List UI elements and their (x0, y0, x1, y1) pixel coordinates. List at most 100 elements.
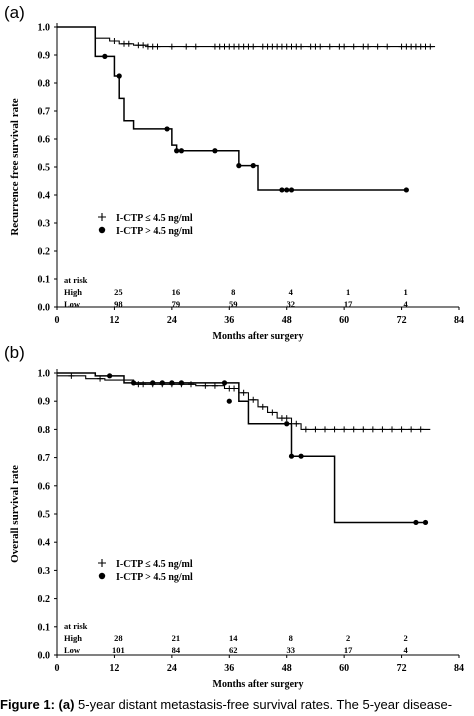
panel-a-at-risk-count: 16 (172, 287, 181, 297)
panel-a-censor-mark-plus (317, 43, 324, 50)
panel-b-censor-mark-plus (68, 372, 75, 379)
panel-a-censor-mark-plus (365, 43, 372, 50)
panel-b-x-tick-label: 24 (167, 663, 177, 674)
panel-a-censor-mark-plus (350, 43, 357, 50)
panel-b-x-tick-label: 72 (397, 663, 407, 674)
panel-b-y-tick-label: 0.7 (38, 453, 51, 464)
panel-b-x-axis-label: Months after surgery (213, 679, 304, 690)
panel-b-censor-mark-plus (331, 426, 338, 433)
panel-a-at-risk-count: 32 (286, 299, 295, 309)
panel-a-censor-mark-plus (168, 43, 175, 50)
panel-a-y-tick-label: 0.1 (38, 275, 51, 286)
panel-a-censor-mark-dot (102, 53, 108, 60)
panel-b-censor-mark-dot (284, 421, 290, 427)
panel-b-censor-mark-plus (398, 426, 405, 433)
panel-b-censor-mark-dot (298, 453, 304, 459)
panel-b-censor-mark-plus (259, 403, 266, 410)
panel-b-at-risk-count: 21 (172, 633, 181, 643)
panel-b-censor-mark-plus (269, 409, 276, 416)
panel-a-at-risk-group-low: Low (64, 299, 81, 309)
panel-a-x-tick-label: 84 (454, 315, 464, 326)
panel-a-x-tick-label: 24 (167, 315, 177, 326)
panel-a-legend-marker-dot (98, 226, 106, 234)
panel-a-x-tick-label: 60 (339, 315, 349, 326)
panel-a-censor-mark-plus (183, 43, 190, 50)
panel-b-censor-mark-dot (226, 398, 232, 404)
panel-a-censor-mark-dot (212, 148, 218, 154)
panel-a-y-tick-label: 0.7 (38, 107, 51, 118)
panel-b-censor-mark-plus (293, 420, 300, 427)
panel-b-x-tick-label: 12 (109, 663, 119, 674)
panel-b-censor-mark-dot (159, 380, 165, 386)
panel-a-x-tick-label: 48 (282, 315, 292, 326)
panel-a-at-risk-count: 59 (229, 299, 238, 309)
panel-a-y-axis-label: Recurrence free survival rate (9, 98, 21, 235)
panel-b-at-risk-count: 17 (344, 645, 353, 655)
panel-a-series-high-ictp-line (57, 26, 407, 191)
panel-b-y-tick-label: 0.1 (38, 622, 51, 633)
caption-panel: (a) (58, 697, 75, 712)
panel-a-censor-mark-dot (288, 187, 295, 193)
panel-b-at-risk-count: 14 (229, 633, 238, 643)
panel-a-y-tick-label: 0.0 (38, 303, 51, 314)
panel-a-x-tick-label: 12 (109, 315, 119, 326)
panel-b-at-risk-group-low: Low (64, 645, 81, 655)
panel-b-x-tick-label: 0 (55, 663, 60, 674)
panel-b-legend-marker-plus (98, 559, 106, 567)
panel-b-y-tick-label: 0.6 (38, 481, 51, 492)
panel-a-censor-mark-dot (236, 163, 242, 169)
panel-b-x-tick-label: 48 (282, 663, 292, 674)
panel-b-censor-mark-dot (422, 519, 429, 526)
panel-b-censor-mark-plus (389, 426, 395, 433)
panel-b-censor-mark-dot (288, 453, 295, 459)
panel-b-legend-label: I-CTP ≤ 4.5 ng/ml (116, 559, 193, 570)
panel-a-censor-mark-plus (374, 43, 381, 50)
panel-b-at-risk-count: 62 (229, 645, 238, 655)
panel-a-censor-mark-plus (341, 43, 348, 50)
panel-a-censor-mark-plus (111, 38, 118, 44)
panel-a-censor-mark-plus (427, 43, 434, 50)
panel-a-censor-mark-dot (174, 148, 180, 154)
panel-a-series-low-ictp-line (57, 26, 436, 48)
panel-a-legend-label: I-CTP > 4.5 ng/ml (116, 226, 193, 237)
panel-b-y-tick-label: 0.2 (38, 594, 51, 605)
panel-b-censor-mark-dot (169, 380, 175, 386)
panel-b-at-risk-group-high: High (64, 633, 82, 643)
panel-b-y-axis-label: Overall survival rate (9, 465, 21, 563)
panel-a-censor-mark-dot (178, 148, 185, 154)
panel-b-legend-marker-dot (98, 572, 106, 580)
panel-a-censor-mark-dot (284, 187, 290, 193)
caption-label: Figure 1: (0, 697, 55, 712)
panel-a-label: (a) (4, 3, 25, 22)
panel-a-censor-mark-dot (164, 126, 170, 132)
panel-b-y-tick-label: 0.4 (38, 538, 51, 549)
panel-a-censor-mark-plus (250, 43, 257, 50)
panel-b-x-tick-label: 60 (339, 663, 349, 674)
panel-a-at-risk-count: 17 (344, 299, 353, 309)
panel-a-x-tick-label: 0 (55, 315, 60, 326)
panel-b-series-high-ictp-line (57, 372, 426, 524)
panel-b-at-risk-count: 84 (172, 645, 181, 655)
panel-b-censor-mark-plus (240, 389, 247, 396)
panel-a-y-tick-label: 0.4 (38, 191, 51, 202)
panel-a-at-risk-count: 1 (346, 287, 350, 297)
panel-b-censor-mark-plus (250, 396, 257, 403)
panel-b-censor-mark-plus (283, 415, 290, 422)
panel-b-censor-mark-plus (379, 426, 386, 433)
panel-b-censor-mark-dot (221, 380, 228, 386)
panel-a-censor-mark-dot (116, 73, 122, 79)
panel-a-x-axis-label: Months after surgery (213, 331, 304, 342)
panel-b-censor-mark-plus (417, 426, 424, 433)
panel-a-at-risk-count: 79 (172, 299, 181, 309)
panel-b-censor-mark-plus (202, 382, 209, 389)
panel-a-censor-mark-plus (192, 43, 199, 50)
panel-b-censor-mark-plus (350, 426, 357, 433)
panel-b-at-risk-count: 2 (346, 633, 350, 643)
panel-a-x-tick-label: 36 (224, 315, 234, 326)
figure-caption: Figure 1: (a) 5-year distant metastasis-… (0, 697, 474, 716)
panel-a-censor-mark-plus (326, 43, 333, 50)
panel-b-censor-mark-plus (360, 426, 367, 433)
caption-text: 5-year distant metastasis-free survival … (78, 697, 453, 712)
panel-a-at-risk-count: 1 (403, 287, 407, 297)
panel-b-at-risk-count: 2 (403, 633, 407, 643)
